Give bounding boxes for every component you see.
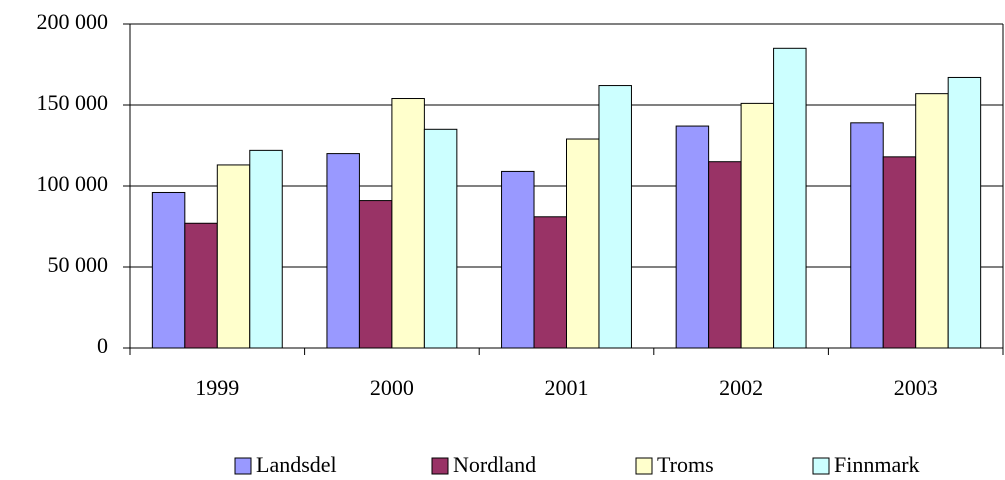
x-tick-label: 2001: [545, 375, 589, 400]
bar: [423, 128, 458, 349]
bar: [216, 164, 251, 349]
bar: [566, 138, 600, 349]
legend-label: Nordland: [453, 452, 536, 477]
bar: [598, 85, 632, 349]
bar: [740, 102, 775, 349]
y-tick-label: 200 000: [37, 9, 109, 34]
x-tick-label: 2000: [370, 375, 414, 400]
legend-label: Troms: [657, 452, 714, 477]
bar: [675, 125, 710, 349]
bar: [326, 153, 360, 349]
bar: [501, 170, 535, 349]
bar: [358, 200, 393, 349]
legend-label: Finnmark: [834, 452, 920, 477]
bar: [151, 191, 186, 349]
bar: [391, 98, 425, 349]
legend-swatch: [635, 457, 653, 475]
bar: [533, 216, 568, 349]
y-tick-label: 150 000: [37, 90, 109, 115]
bar: [882, 156, 917, 349]
x-tick-label: 1999: [195, 375, 239, 400]
legend-swatch: [812, 457, 830, 475]
bar: [773, 47, 807, 349]
bar: [915, 93, 949, 349]
x-tick-label: 2002: [719, 375, 763, 400]
y-tick-label: 0: [97, 333, 108, 358]
legend-swatch: [234, 457, 252, 475]
y-tick-label: 100 000: [37, 171, 109, 196]
x-tick-label: 2003: [894, 375, 938, 400]
bar: [947, 76, 982, 349]
legend-swatch: [431, 457, 449, 475]
bar: [708, 161, 742, 349]
legend-label: Landsdel: [256, 452, 337, 477]
bar: [184, 222, 218, 349]
bar: [249, 149, 283, 349]
y-tick-label: 50 000: [48, 252, 109, 277]
bar: [850, 122, 884, 349]
